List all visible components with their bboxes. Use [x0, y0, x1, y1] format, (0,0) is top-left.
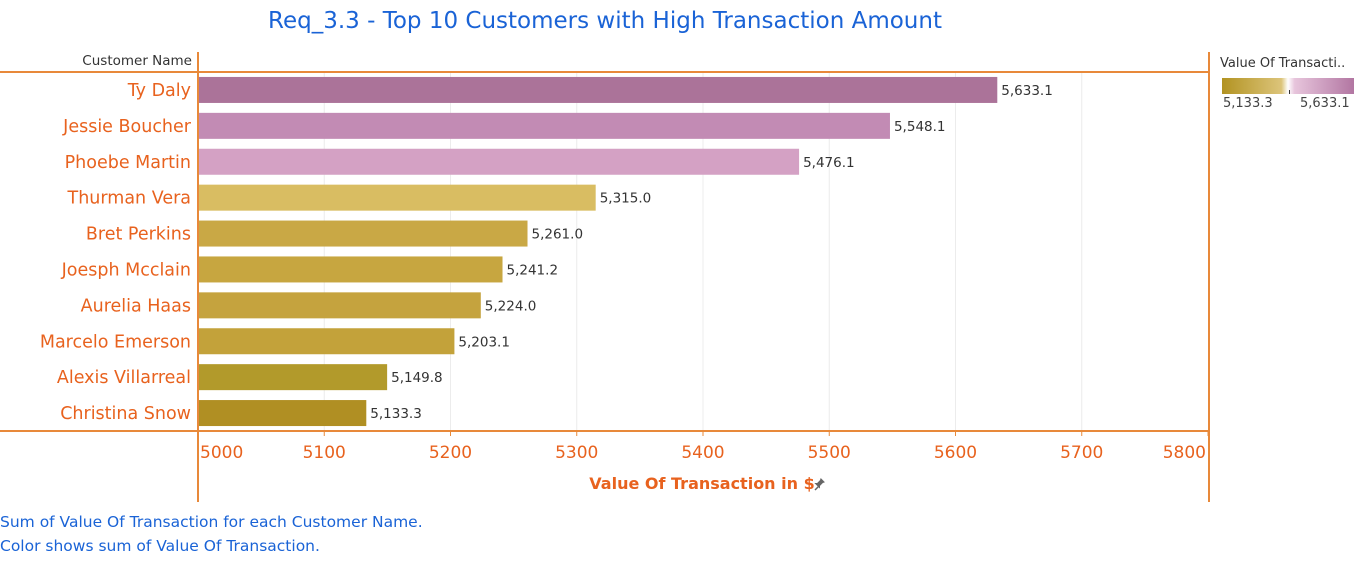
category-label: Ty Daly: [127, 81, 191, 101]
x-tick-label: 5400: [681, 443, 724, 463]
x-tick-label: 5100: [303, 443, 346, 463]
value-label: 5,241.2: [507, 262, 559, 278]
bar: [198, 184, 596, 211]
bar: [198, 364, 388, 391]
x-tick-label: 5000: [200, 443, 243, 463]
value-label: 5,548.1: [894, 119, 946, 135]
value-labels: 5,633.1 5,548.1 5,476.1 5,315.0 5,261.0 5,241…: [370, 83, 1053, 422]
bar: [198, 328, 455, 355]
footer-line-2: Color shows sum of Value Of Transaction.: [0, 537, 320, 555]
value-label: 5,261.0: [532, 227, 584, 243]
bar: [198, 256, 503, 283]
x-tick-label: 5500: [808, 443, 851, 463]
bar: [198, 112, 890, 139]
category-label: Bret Perkins: [86, 225, 191, 245]
category-label: Aurelia Haas: [81, 296, 191, 316]
bars: [198, 76, 998, 427]
chart-title: Req_3.3 - Top 10 Customers with High Tra…: [268, 8, 942, 34]
category-label: Christina Snow: [60, 404, 191, 424]
legend-color-ramp: [1222, 78, 1354, 94]
x-tick-label: 5700: [1060, 443, 1103, 463]
x-tick-label: 5800: [1163, 443, 1206, 463]
x-tick-labels: 5000 5100 5200 5300 5400 5500 5600 5700 5800: [197, 431, 1209, 463]
value-label: 5,633.1: [1001, 83, 1053, 99]
value-label: 5,133.3: [370, 406, 422, 422]
axis-frame: [0, 52, 1210, 502]
legend-min-label: 5,133.3: [1223, 96, 1273, 111]
row-header: Customer Name: [82, 53, 192, 69]
category-label: Thurman Vera: [67, 189, 191, 209]
bar: [198, 76, 998, 103]
category-label: Alexis Villarreal: [57, 368, 191, 388]
value-label: 5,224.0: [485, 298, 537, 314]
bar: [198, 220, 528, 247]
footer-line-1: Sum of Value Of Transaction for each Cus…: [0, 513, 423, 531]
value-label: 5,203.1: [458, 334, 510, 350]
x-axis-title: Value Of Transaction in $: [589, 474, 814, 493]
value-label: 5,149.8: [391, 370, 443, 386]
value-label: 5,315.0: [600, 191, 652, 207]
category-label: Phoebe Martin: [65, 153, 191, 173]
category-label: Marcelo Emerson: [40, 332, 191, 352]
legend-title: Value Of Transacti..: [1220, 56, 1346, 71]
legend-max-label: 5,633.1: [1300, 96, 1350, 111]
pin-icon[interactable]: [814, 477, 825, 491]
legend-midpoint-tick: [1289, 90, 1290, 94]
value-label: 5,476.1: [803, 155, 855, 171]
category-label: Jessie Boucher: [62, 117, 192, 137]
bar: [198, 292, 481, 319]
bar: [198, 400, 367, 427]
x-tick-label: 5600: [934, 443, 977, 463]
x-tick-label: 5300: [555, 443, 598, 463]
x-tick-label: 5200: [429, 443, 472, 463]
category-labels: Ty Daly Jessie Boucher Phoebe Martin Thurma…: [40, 81, 192, 424]
category-label: Joesph Mcclain: [61, 260, 191, 280]
bar: [198, 148, 800, 175]
